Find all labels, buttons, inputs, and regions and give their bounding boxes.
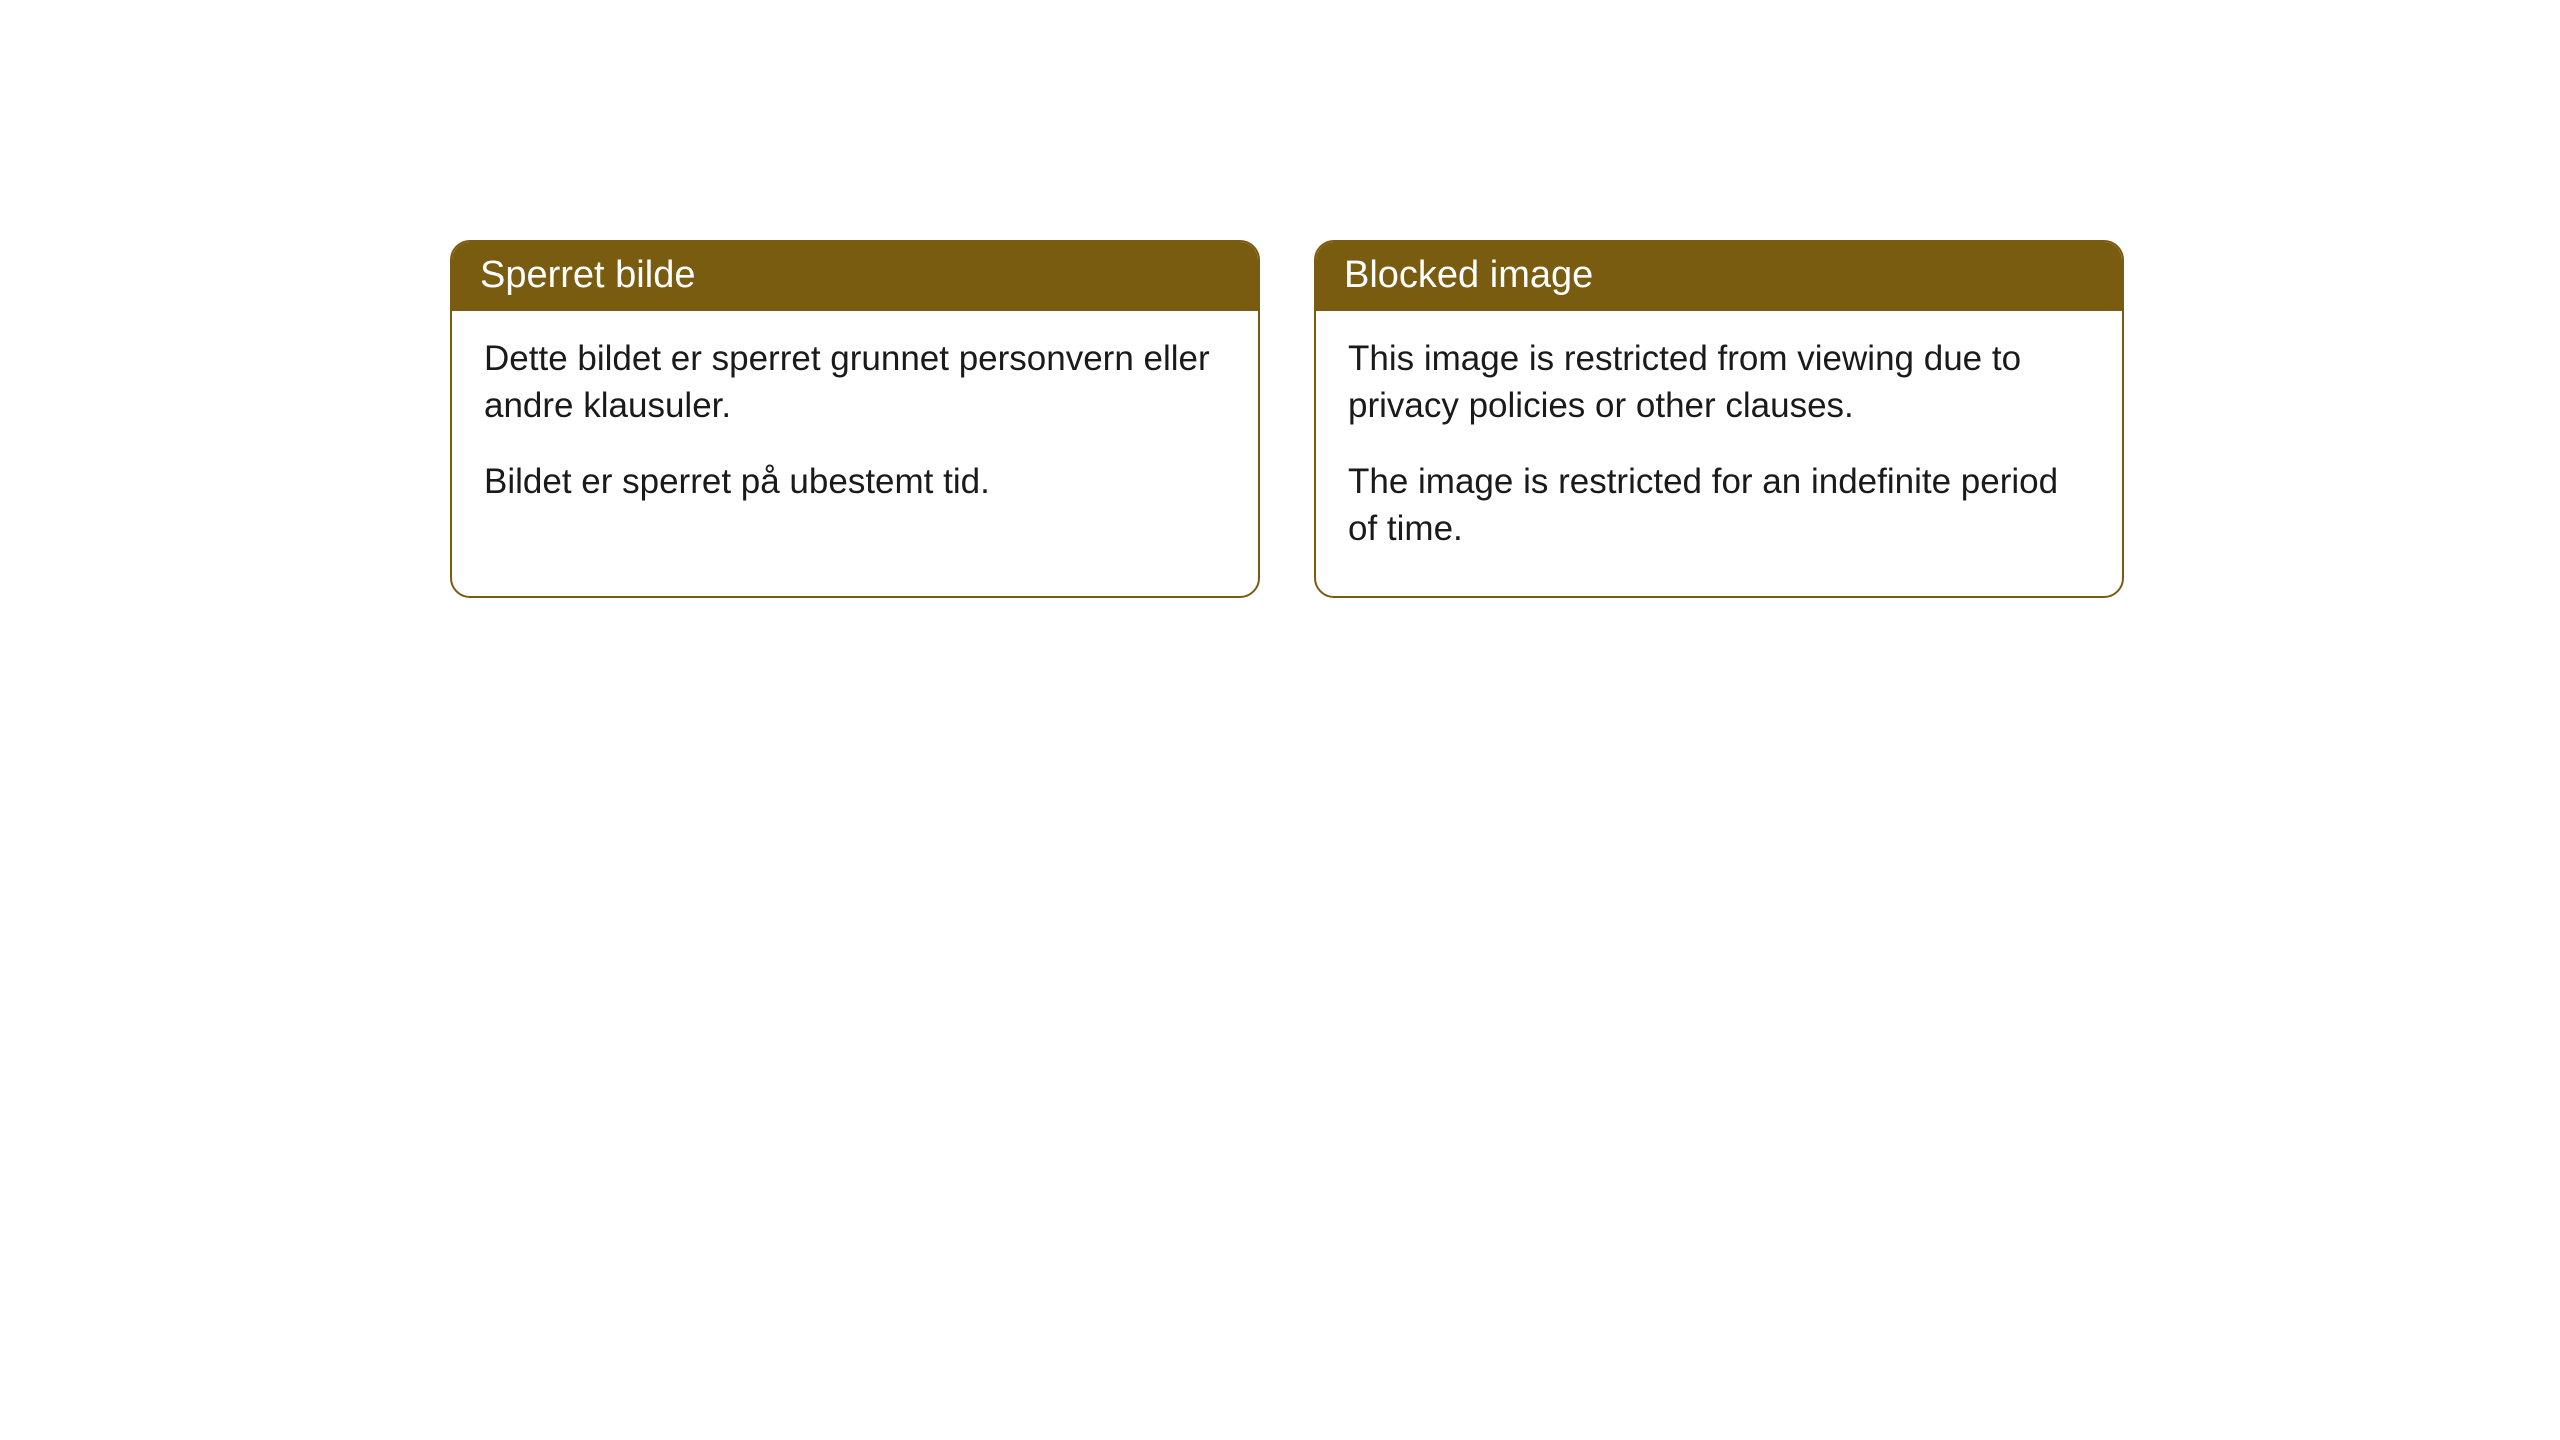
blocked-image-card-norwegian: Sperret bilde Dette bildet er sperret gr… [450,240,1260,598]
card-paragraph: Dette bildet er sperret grunnet personve… [484,335,1226,430]
notice-cards-container: Sperret bilde Dette bildet er sperret gr… [450,240,2124,598]
card-header: Blocked image [1316,242,2122,311]
blocked-image-card-english: Blocked image This image is restricted f… [1314,240,2124,598]
card-body: This image is restricted from viewing du… [1316,311,2122,596]
card-header: Sperret bilde [452,242,1258,311]
card-paragraph: This image is restricted from viewing du… [1348,335,2090,430]
card-paragraph: The image is restricted for an indefinit… [1348,458,2090,553]
card-body: Dette bildet er sperret grunnet personve… [452,311,1258,549]
card-paragraph: Bildet er sperret på ubestemt tid. [484,458,1226,505]
